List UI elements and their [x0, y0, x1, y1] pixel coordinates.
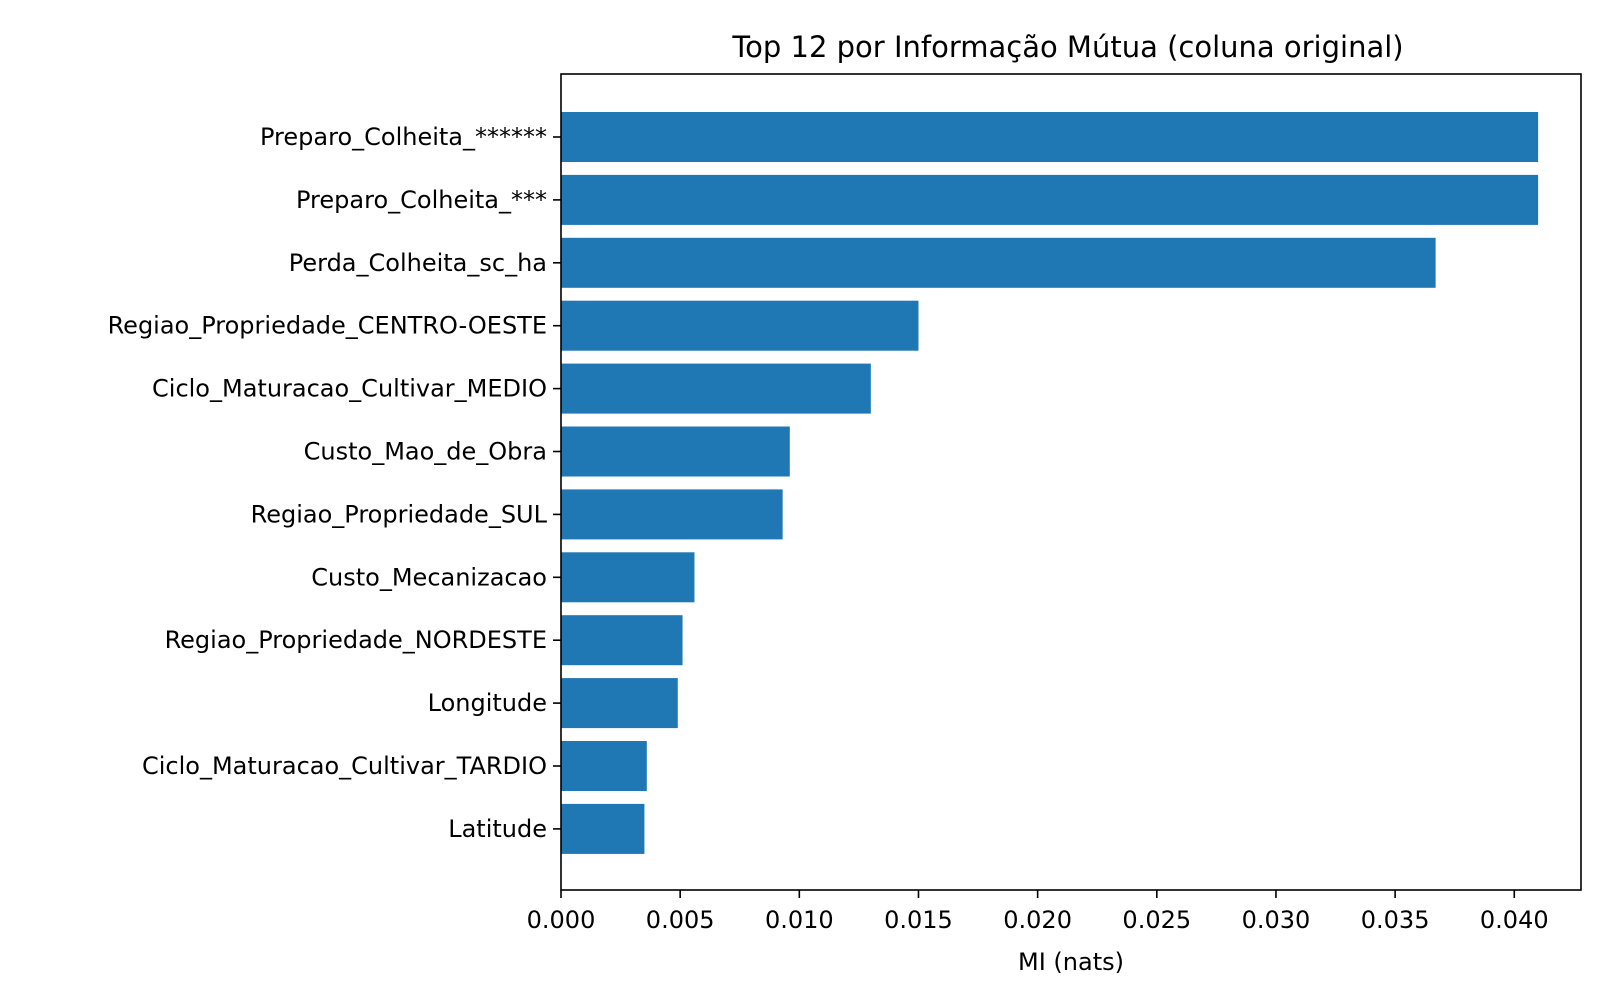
y-tick-label: Custo_Mao_de_Obra: [304, 438, 547, 466]
x-tick-label: 0.030: [1242, 906, 1311, 934]
bar: [561, 174, 1539, 225]
x-tick-label: 0.025: [1122, 906, 1191, 934]
y-tick-label: Regiao_Propriedade_SUL: [251, 500, 548, 528]
y-axis: Preparo_Colheita_****** Preparo_Colheita_…: [108, 123, 561, 843]
x-tick-label: 0.005: [646, 906, 715, 934]
bar: [561, 552, 695, 603]
x-axis-label: MI (nats): [1018, 948, 1124, 976]
bar: [561, 112, 1539, 162]
y-tick-label: Longitude: [428, 689, 547, 717]
y-tick-label: Latitude: [448, 815, 547, 843]
bar: [561, 803, 645, 854]
bar: [561, 678, 678, 729]
y-tick-label: Custo_Mecanizacao: [311, 563, 547, 591]
y-tick-label: Ciclo_Maturacao_Cultivar_MEDIO: [152, 375, 547, 403]
x-axis: 0.000 0.005 0.010 0.015 0.020 0.025 0.030 0.035…: [527, 890, 1549, 934]
bar: [561, 426, 790, 477]
y-tick-label: Regiao_Propriedade_CENTRO-OESTE: [108, 312, 547, 340]
y-tick-label: Preparo_Colheita_******: [260, 123, 547, 151]
bar: [561, 489, 783, 540]
x-tick-label: 0.040: [1480, 906, 1549, 934]
y-tick-label: Perda_Colheita_sc_ha: [289, 249, 547, 277]
bar: [561, 615, 683, 666]
bar: [561, 300, 919, 351]
bar: [561, 741, 647, 791]
bars-group: [561, 112, 1539, 854]
y-tick-label: Preparo_Colheita_***: [296, 186, 547, 214]
y-tick-label: Ciclo_Maturacao_Cultivar_TARDIO: [142, 752, 547, 780]
bar: [561, 363, 871, 414]
x-tick-label: 0.020: [1003, 906, 1072, 934]
x-tick-label: 0.000: [527, 906, 596, 934]
bar: [561, 237, 1436, 288]
x-tick-label: 0.010: [765, 906, 834, 934]
chart-title: Top 12 por Informação Mútua (coluna orig…: [731, 30, 1403, 64]
y-tick-label: Regiao_Propriedade_NORDESTE: [165, 626, 547, 654]
plot-frame: [560, 73, 1582, 891]
x-tick-label: 0.015: [884, 906, 953, 934]
x-tick-label: 0.035: [1361, 906, 1430, 934]
